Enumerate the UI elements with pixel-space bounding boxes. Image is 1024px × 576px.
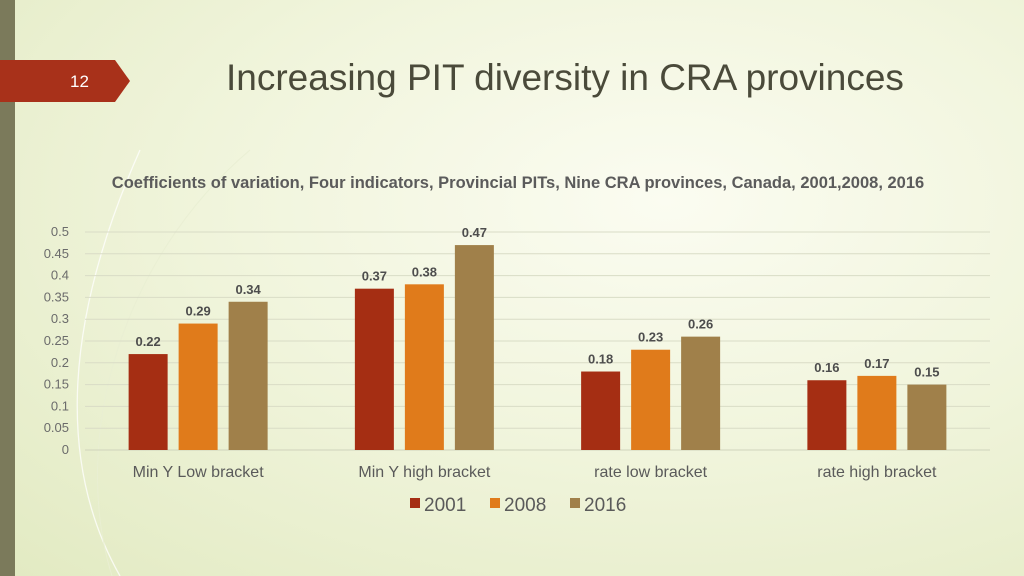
legend-label: 2001: [424, 495, 466, 516]
bar: [631, 349, 671, 450]
bar: [907, 384, 947, 450]
legend-label: 2008: [504, 495, 546, 516]
left-accent-bar: [0, 0, 15, 576]
legend-swatch: [570, 498, 580, 508]
data-label: 0.16: [814, 360, 839, 375]
x-tick-label: rate low bracket: [594, 464, 707, 481]
y-tick-label: 0: [62, 442, 69, 457]
y-tick-label: 0.25: [44, 333, 69, 348]
bar: [128, 354, 168, 450]
y-tick-label: 0.15: [44, 377, 69, 392]
decorative-swoosh: [76, 149, 251, 576]
y-tick-label: 0.05: [44, 420, 69, 435]
data-label: 0.22: [135, 334, 160, 349]
y-tick-label: 0.2: [51, 355, 69, 370]
data-label: 0.17: [864, 356, 889, 371]
bar: [228, 301, 268, 450]
legend-swatch: [410, 498, 420, 508]
data-label: 0.47: [462, 225, 487, 240]
legend-swatch: [490, 498, 500, 508]
bar: [857, 375, 897, 450]
data-label: 0.37: [362, 269, 387, 284]
x-tick-label: Min Y high bracket: [358, 464, 490, 481]
y-tick-label: 0.45: [44, 246, 69, 261]
x-tick-label: Min Y Low bracket: [133, 464, 265, 481]
chart-title: Coefficients of variation, Four indicato…: [111, 174, 925, 192]
bar: [581, 371, 621, 450]
bar: [807, 380, 847, 450]
slide-title: Increasing PIT diversity in CRA province…: [226, 57, 904, 98]
y-tick-label: 0.5: [51, 224, 69, 239]
y-tick-label: 0.35: [44, 289, 69, 304]
data-label: 0.34: [235, 282, 261, 297]
bar: [454, 245, 494, 450]
data-label: 0.15: [914, 365, 939, 380]
data-label: 0.29: [185, 304, 210, 319]
bar: [354, 288, 394, 450]
data-label: 0.23: [638, 330, 663, 345]
slide-number-tab: 12: [0, 60, 130, 102]
y-tick-label: 0.4: [51, 268, 69, 283]
bar: [681, 336, 721, 450]
bar: [404, 284, 444, 450]
y-tick-label: 0.3: [51, 311, 69, 326]
slide-number: 12: [70, 72, 89, 91]
data-label: 0.18: [588, 352, 613, 367]
data-label: 0.26: [688, 317, 713, 332]
x-tick-label: rate high bracket: [817, 464, 937, 481]
legend-label: 2016: [584, 495, 626, 516]
bar: [178, 323, 218, 450]
data-label: 0.38: [412, 264, 437, 279]
y-tick-label: 0.1: [51, 398, 69, 413]
